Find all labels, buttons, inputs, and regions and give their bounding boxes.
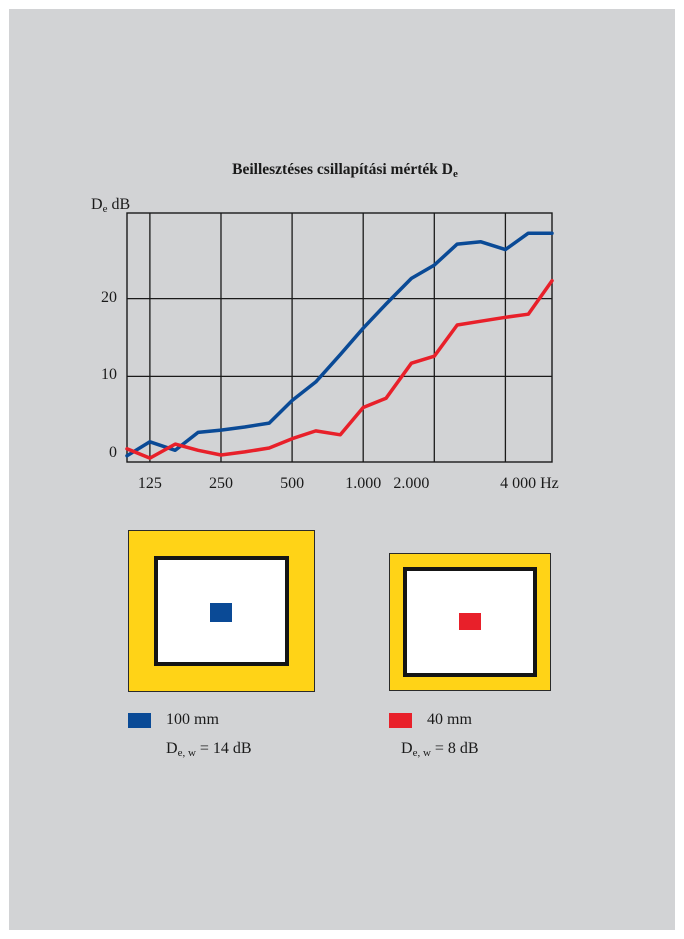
diagram-40mm-inner	[403, 567, 537, 677]
y-tick-label: 0	[109, 444, 117, 462]
rating-value: = 8 dB	[434, 740, 479, 757]
x-tick-label: 4 000 Hz	[500, 475, 559, 492]
diagram-100mm	[128, 530, 315, 692]
rating-symbol: D	[401, 740, 413, 757]
legend-label-40mm: 40 mm	[427, 711, 472, 728]
y-axis-subscript: e	[102, 203, 108, 215]
x-tick-label: 2.000	[393, 475, 430, 492]
chart-title-symbol: D	[441, 161, 453, 178]
diagram-40mm	[389, 553, 551, 691]
series-line-100mm	[125, 231, 554, 458]
figure-panel	[9, 9, 675, 930]
legend-label-100mm: 100 mm	[166, 711, 219, 728]
chart-title: Beillesztéses csillapítási mérték De	[180, 161, 510, 180]
x-tick-label: 250	[208, 475, 233, 492]
legend-swatch-40mm	[389, 713, 412, 728]
x-tick-label: 500	[280, 475, 305, 492]
legend-rating-40mm: De, w = 8 dB	[401, 740, 479, 759]
legend-rating-100mm: De, w = 14 dB	[166, 740, 252, 759]
rating-symbol: D	[166, 740, 178, 757]
series-line-40mm	[125, 278, 554, 460]
rating-value: = 14 dB	[199, 740, 252, 757]
y-axis-unit: dB	[111, 196, 131, 213]
plot-frame	[126, 212, 553, 463]
y-tick-label: 10	[101, 366, 117, 384]
diagram-40mm-dot	[459, 613, 481, 630]
chart-title-subscript: e	[452, 168, 458, 180]
y-axis-title: De dB	[91, 196, 130, 215]
y-axis-symbol: D	[91, 196, 103, 213]
diagram-100mm-dot	[210, 603, 232, 622]
x-tick-label: 1.000	[345, 475, 382, 492]
x-tick-label: 125	[137, 475, 162, 492]
rating-subscript: e, w	[412, 747, 431, 759]
chart-title-text: Beillesztéses csillapítási mérték	[232, 161, 438, 178]
rating-subscript: e, w	[177, 747, 196, 759]
legend-swatch-100mm	[128, 713, 151, 728]
y-tick-label: 20	[101, 288, 117, 306]
